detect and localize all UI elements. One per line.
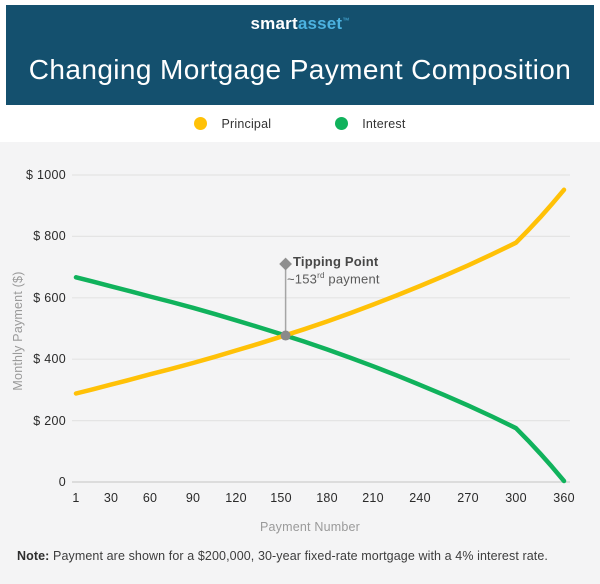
x-tick-label: 120 <box>225 491 247 505</box>
x-tick-label: 30 <box>103 491 119 505</box>
tipping-point-dot <box>280 330 291 341</box>
interest-line <box>73 275 567 484</box>
header: smartasset™ Changing Mortgage Payment Co… <box>6 5 594 105</box>
principal-line <box>73 187 567 396</box>
x-tick-label: 300 <box>505 491 527 505</box>
x-axis-title: Payment Number <box>259 520 361 534</box>
chart-area: $ 1000 $ 800 $ 600 $ 400 $ 200 0 Monthly Paym… <box>0 142 600 584</box>
x-tick-label: 240 <box>409 491 431 505</box>
interest-color-dot-icon <box>335 117 349 130</box>
footnote: Note: Payment are shown for a $200,000, … <box>17 549 548 563</box>
page-title: Changing Mortgage Payment Composition <box>28 54 572 85</box>
y-tick-label: $ 400 <box>33 352 66 367</box>
x-tick-label: 1 <box>72 491 80 505</box>
logo-asset: asset <box>297 14 343 33</box>
legend-label-interest: Interest <box>362 116 406 131</box>
x-tick-label: 60 <box>142 491 158 505</box>
legend-item-interest: Interest <box>335 117 405 131</box>
y-tick-label: $ 1000 <box>25 168 66 182</box>
x-tick-label: 150 <box>270 491 292 505</box>
line-chart <box>72 174 570 484</box>
logo-smart: smart <box>250 14 298 33</box>
x-tick-label: 180 <box>316 491 338 505</box>
diamond-marker-icon <box>279 257 292 271</box>
x-tick-label: 270 <box>457 491 479 505</box>
y-tick-label: 0 <box>58 475 66 489</box>
y-tick-label: $ 200 <box>33 413 66 428</box>
tipping-point-detail: ~153rd payment <box>287 271 380 287</box>
y-tick-label: $ 600 <box>33 290 66 305</box>
y-axis-title: Monthly Payment ($) <box>11 271 25 391</box>
tipping-point-label: Tipping Point <box>293 254 379 269</box>
chart-legend: Principal Interest <box>0 105 600 142</box>
x-tick-label: 360 <box>553 491 575 505</box>
legend-label-principal: Principal <box>221 116 272 131</box>
principal-color-dot-icon <box>194 117 208 130</box>
legend-item-principal: Principal <box>194 117 271 131</box>
y-tick-label: $ 800 <box>33 229 66 244</box>
smartasset-logo: smartasset™ <box>6 14 594 34</box>
x-tick-label: 90 <box>185 491 201 505</box>
trademark-symbol: ™ <box>342 17 350 25</box>
x-tick-label: 210 <box>362 491 384 505</box>
